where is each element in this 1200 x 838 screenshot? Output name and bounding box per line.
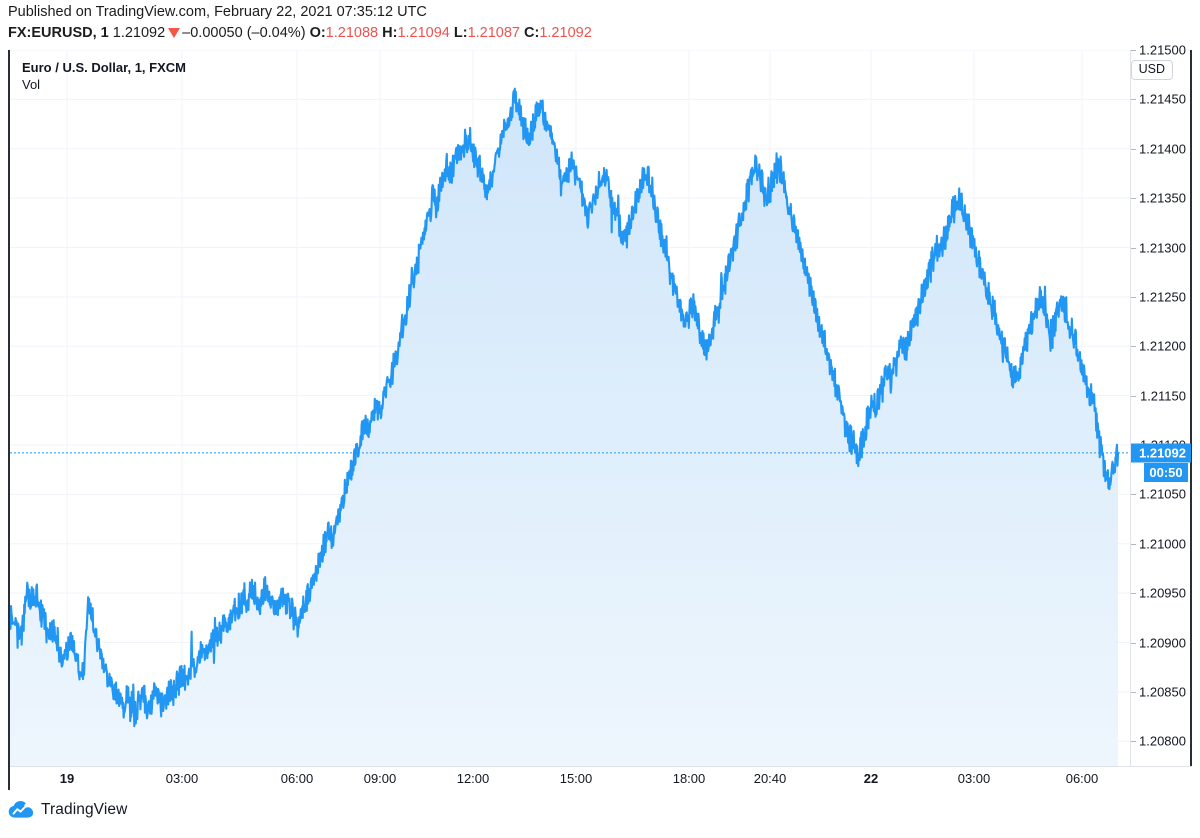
price-axis-tick	[1131, 642, 1136, 644]
low-value: 1.21087	[467, 25, 520, 41]
price-axis[interactable]: 1.21500 1.21450 1.21400 1.21350 1.21300 1.212…	[1130, 43, 1191, 766]
time-axis[interactable]: 19 03:00 06:00 09:00 12:00 15:00 18:00 20:40 22 0…	[10, 766, 1192, 790]
time-axis-label: 09:00	[363, 771, 397, 786]
time-axis-label: 03:00	[957, 771, 991, 786]
bar-countdown-badge: 00:50	[1144, 462, 1188, 482]
time-axis-label: 06:00	[1065, 771, 1099, 786]
price-area-chart	[10, 50, 1132, 766]
price-axis-tick	[1131, 50, 1136, 51]
price-axis-label: 1.20800	[1139, 733, 1186, 749]
price-axis-label: 1.21000	[1139, 536, 1186, 552]
published-line: Published on TradingView.com, February 2…	[8, 4, 427, 20]
time-axis-label: 18:00	[672, 771, 706, 786]
tradingview-cloud-logo-icon	[8, 801, 34, 818]
price-axis-label: 1.21250	[1139, 289, 1186, 305]
price-axis-label: 1.21200	[1139, 338, 1186, 354]
time-axis-label: 15:00	[559, 771, 593, 786]
price-axis-label: 1.21450	[1139, 91, 1186, 107]
high-value: 1.21094	[397, 25, 450, 41]
price-axis-label: 1.21300	[1139, 240, 1186, 256]
price-axis-tick	[1131, 741, 1136, 743]
price-axis-label: 1.21400	[1139, 141, 1186, 157]
plot-area[interactable]: Euro / U.S. Dollar, 1, FXCM Vol	[10, 50, 1132, 766]
price-axis-tick	[1131, 691, 1136, 693]
triangle-down-icon	[168, 28, 181, 38]
open-key: O:	[309, 25, 326, 41]
price-axis-tick	[1131, 593, 1136, 595]
price-axis-label: 1.21500	[1139, 42, 1186, 58]
time-axis-label: 19	[59, 771, 75, 786]
price-axis-tick	[1131, 494, 1136, 496]
price-axis-label: 1.20950	[1139, 585, 1186, 601]
price-axis-tick	[1131, 148, 1136, 150]
brand-label: TradingView	[41, 801, 128, 818]
low-key: L:	[453, 25, 468, 41]
price-line	[10, 87, 1120, 728]
currency-badge[interactable]: USD	[1130, 60, 1173, 80]
price-axis-label: 1.21350	[1139, 190, 1186, 206]
close-key: C:	[524, 25, 540, 41]
quote-line: FX:EURUSD, 1 1.21092 –0.00050 (–0.04%) O:…	[8, 23, 1192, 43]
price-axis-tick	[1131, 395, 1136, 397]
header: Published on TradingView.com, February 2…	[8, 3, 1192, 45]
time-axis-label: 12:00	[456, 771, 490, 786]
close-value: 1.21092	[539, 25, 592, 41]
footer: TradingView	[8, 800, 127, 820]
current-price-badge: 1.21092	[1131, 443, 1191, 463]
time-axis-label: 20:40	[753, 771, 787, 786]
time-axis-label: 06:00	[280, 771, 314, 786]
change-percent: (–0.04%)	[246, 25, 306, 41]
price-axis-tick	[1131, 296, 1136, 298]
price-axis-label: 1.21150	[1139, 388, 1186, 404]
price-axis-tick	[1131, 99, 1136, 101]
chart-frame: Euro / U.S. Dollar, 1, FXCM Vol 1.21500 1…	[8, 43, 1192, 790]
time-axis-label: 22	[863, 771, 879, 786]
time-axis-label: 03:00	[165, 771, 199, 786]
price-axis-tick	[1131, 346, 1136, 348]
price-axis-label: 1.20850	[1139, 684, 1186, 700]
open-value: 1.21088	[325, 25, 379, 41]
last-price: 1.21092	[112, 25, 166, 41]
price-axis-label: 1.20900	[1139, 635, 1186, 651]
change-absolute: –0.00050	[182, 25, 243, 41]
price-area-fill	[10, 88, 1118, 766]
price-axis-tick	[1131, 543, 1136, 545]
symbol-label[interactable]: FX:EURUSD, 1	[8, 25, 109, 41]
price-axis-tick	[1131, 198, 1136, 200]
price-axis-label: 1.21050	[1139, 486, 1186, 502]
high-key: H:	[382, 25, 398, 41]
price-axis-tick	[1131, 247, 1136, 249]
